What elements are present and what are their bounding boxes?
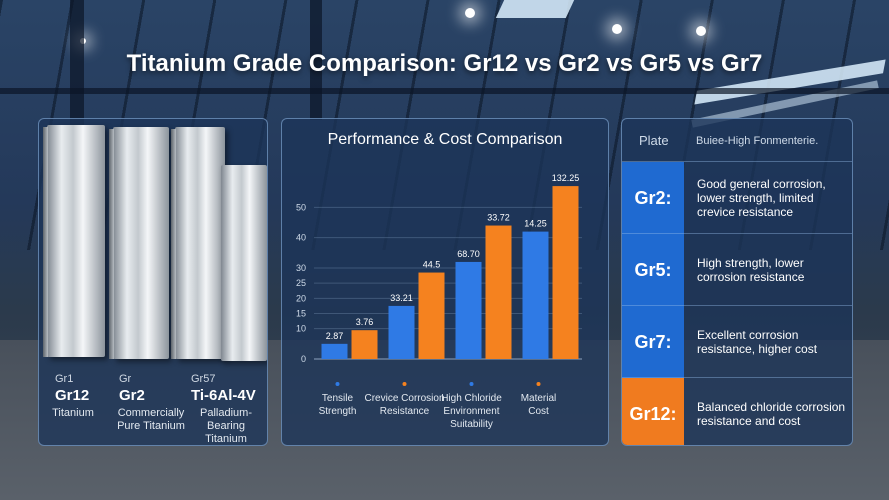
ceiling-lamp: [465, 8, 475, 18]
bar: [321, 343, 348, 359]
grade-description: Palladium-Bearing Titanium: [200, 407, 252, 445]
grade-tag: Gr5:: [622, 234, 684, 306]
grade-description: Titanium: [52, 407, 94, 419]
bar: [485, 225, 512, 359]
chart-title: Performance & Cost Comparison: [327, 131, 563, 148]
bar: [351, 330, 378, 359]
ceiling-lamp: [696, 26, 706, 36]
x-tick-label: Crevice Corrosion Resistance: [364, 393, 444, 417]
grade-tag: Gr7:: [622, 306, 684, 378]
category-marker: [402, 382, 407, 386]
comparison-panel: Plate Buiee-High Fonmenterie. Gr2: Good …: [621, 118, 853, 446]
grade-name: Ti-6Al-4V: [191, 387, 256, 404]
chart-panel: Performance & Cost Comparison 0 10 15 20 25 3…: [281, 118, 609, 446]
plate-edge: [109, 129, 114, 359]
page-title: Titanium Grade Comparison: Gr12 vs Gr2 v…: [126, 50, 763, 77]
ceiling-lamp: [612, 24, 622, 34]
comparison-row: Gr2: Good general corrosion, lower stren…: [622, 161, 852, 234]
category-marker: [335, 382, 340, 386]
titanium-plate-image: [221, 165, 267, 361]
y-tick-label: 15: [296, 309, 306, 319]
grade-small-label: Gr57: [191, 373, 216, 385]
x-tick-label: Material Cost: [521, 393, 557, 417]
x-tick-label: Tensile Strength: [319, 393, 357, 417]
plate-edge: [171, 129, 176, 359]
grade-summary: Good general corrosion, lower strength, …: [697, 177, 826, 219]
x-tick-label: High Chloride Environment Suitability: [441, 393, 502, 430]
y-tick-label: 50: [296, 202, 306, 212]
bar-data-label: 33.21: [390, 293, 413, 303]
roof-beam: [0, 88, 889, 94]
bar: [522, 231, 549, 359]
y-tick-label: 20: [296, 293, 306, 303]
grade-summary: Balanced chloride corrosion resistance a…: [697, 400, 846, 428]
plate-edge: [43, 127, 48, 357]
grade-tag: Gr2:: [622, 162, 684, 234]
bar-data-label: 2.87: [326, 331, 344, 341]
comparison-row: Gr5: High strength, lower corrosion resi…: [622, 233, 852, 306]
x-tick-label-line: Resistance: [380, 406, 430, 417]
comparison-row: Gr7: Excellent corrosion resistance, hig…: [622, 305, 852, 378]
y-tick-label: 0: [301, 354, 306, 364]
x-tick-label-line: Cost: [528, 406, 549, 417]
x-tick-label-line: Environment: [443, 406, 499, 417]
bar: [388, 305, 415, 359]
y-tick-label: 25: [296, 278, 306, 288]
bar-data-label: 33.72: [487, 213, 510, 223]
bar: [455, 261, 482, 359]
titanium-plate-image: [47, 125, 105, 357]
bar: [552, 186, 579, 359]
grade-summary: High strength, lower corrosion resistanc…: [697, 256, 805, 284]
grade-summary: Excellent corrosion resistance, higher c…: [697, 328, 818, 356]
grade-description: Commercially Pure Titanium: [117, 407, 185, 432]
bar-data-label: 44.5: [423, 260, 441, 270]
bar-data-label: 68.70: [457, 249, 480, 259]
x-tick-label-line: Tensile: [322, 393, 354, 404]
x-tick-label-line: Suitability: [450, 419, 493, 430]
grade-name: Gr2: [119, 387, 145, 404]
x-tick-label-line: Crevice Corrosion: [364, 393, 444, 404]
x-tick-label-line: Strength: [319, 406, 357, 417]
grade-small-label: Gr1: [55, 373, 74, 385]
materials-panel: Gr1 Gr12 Titanium Gr Gr2 Commercially Pu…: [38, 118, 268, 446]
x-tick-label-line: Material: [521, 393, 557, 404]
y-tick-label: 30: [296, 263, 306, 273]
comparison-row: Gr12: Balanced chloride corrosion resist…: [622, 377, 852, 445]
x-tick-label-line: High Chloride: [441, 393, 502, 404]
grade-small-label: Gr: [119, 373, 132, 385]
y-tick-label: 10: [296, 324, 306, 334]
header-secondary-label: Buiee-High Fonmenterie.: [696, 135, 819, 147]
grade-tag-highlighted: Gr12:: [622, 378, 684, 445]
bar-data-label: 132.25: [552, 173, 580, 183]
titanium-plate-image: [113, 127, 169, 359]
y-tick-label: 40: [296, 233, 306, 243]
grade-name: Gr12: [55, 387, 90, 404]
category-marker: [469, 382, 474, 386]
category-marker: [536, 382, 541, 386]
comparison-header: Plate Buiee-High Fonmenterie.: [622, 119, 852, 161]
bar: [418, 272, 445, 359]
bar-chart: 0 10 15 20 25 30 40 50 2.87 3.76 Tensile Strength 33…: [296, 173, 582, 430]
titanium-plate-image: [175, 127, 225, 359]
header-plate-label: Plate: [639, 133, 669, 148]
bar-data-label: 14.25: [524, 219, 547, 229]
skylight: [495, 0, 575, 18]
bar-data-label: 3.76: [356, 317, 374, 327]
